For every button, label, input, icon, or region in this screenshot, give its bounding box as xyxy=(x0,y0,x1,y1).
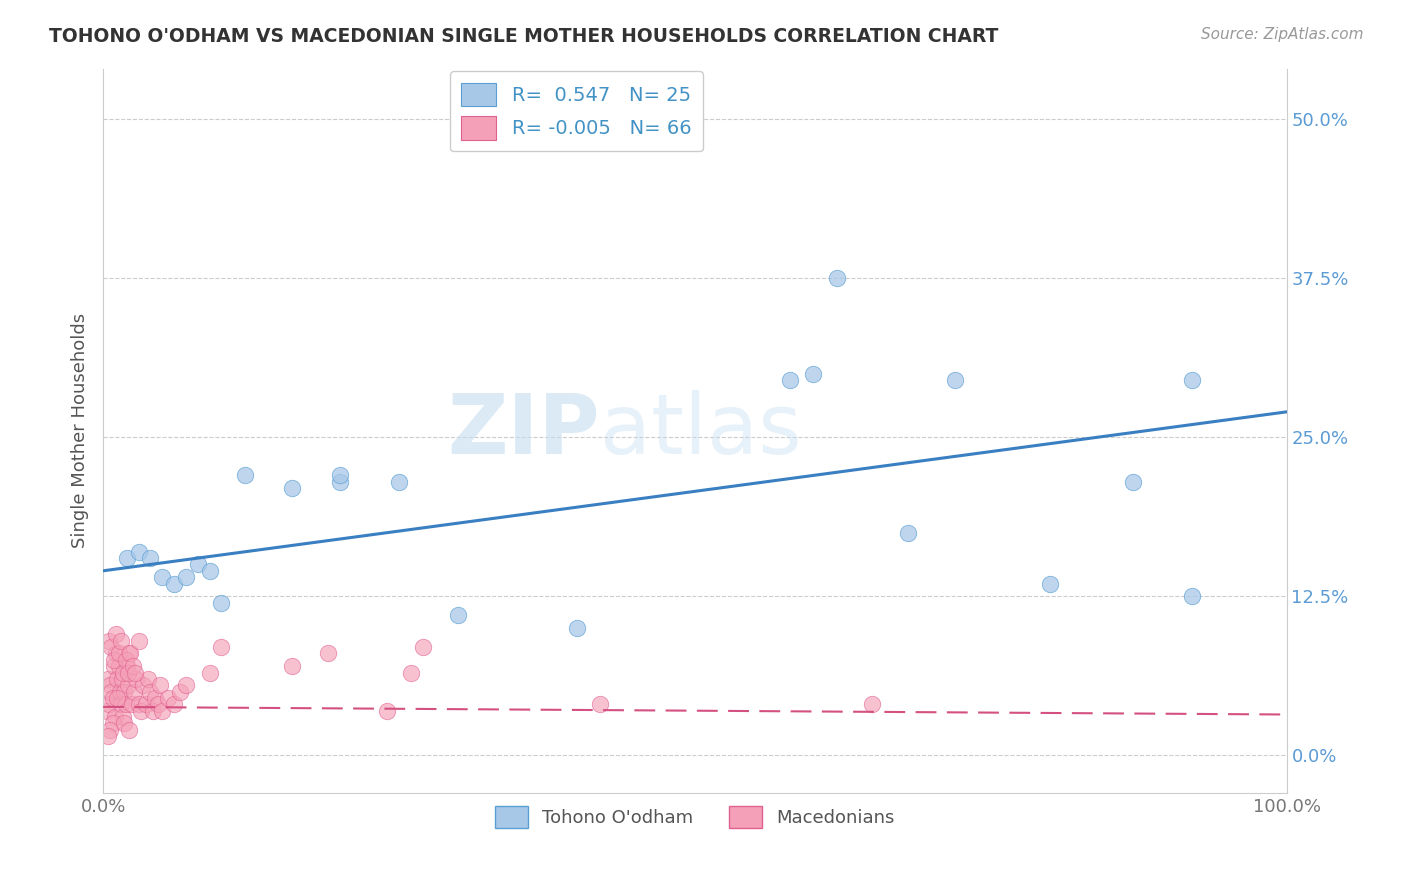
Point xyxy=(98,678,121,692)
Text: atlas: atlas xyxy=(600,391,801,472)
Point xyxy=(779,373,801,387)
Point xyxy=(125,672,148,686)
Point xyxy=(108,684,131,698)
Point xyxy=(97,729,120,743)
Point xyxy=(1181,589,1204,603)
Point xyxy=(98,723,121,737)
Point xyxy=(105,672,128,686)
Point xyxy=(211,640,233,654)
Point xyxy=(801,367,824,381)
Legend: Tohono O'odham, Macedonians: Tohono O'odham, Macedonians xyxy=(488,798,901,835)
Point xyxy=(163,698,186,712)
Point xyxy=(110,633,132,648)
Point xyxy=(96,704,118,718)
Point xyxy=(163,576,186,591)
Point xyxy=(121,698,143,712)
Point xyxy=(103,653,125,667)
Point xyxy=(388,475,411,489)
Point xyxy=(150,570,173,584)
Point xyxy=(187,558,209,572)
Point xyxy=(100,640,122,654)
Point xyxy=(107,659,129,673)
Point xyxy=(110,698,132,712)
Point xyxy=(150,704,173,718)
Point xyxy=(211,596,233,610)
Point xyxy=(589,698,612,712)
Point xyxy=(233,468,256,483)
Point xyxy=(157,690,180,705)
Point xyxy=(174,570,197,584)
Point xyxy=(329,475,352,489)
Point xyxy=(111,672,134,686)
Text: TOHONO O'ODHAM VS MACEDONIAN SINGLE MOTHER HOUSEHOLDS CORRELATION CHART: TOHONO O'ODHAM VS MACEDONIAN SINGLE MOTH… xyxy=(49,27,998,45)
Point xyxy=(107,647,129,661)
Point xyxy=(105,627,128,641)
Y-axis label: Single Mother Households: Single Mother Households xyxy=(72,313,89,549)
Point xyxy=(124,665,146,680)
Point xyxy=(128,633,150,648)
Point xyxy=(375,704,398,718)
Point xyxy=(101,716,124,731)
Point xyxy=(105,690,128,705)
Point xyxy=(117,665,139,680)
Point xyxy=(115,659,138,673)
Point xyxy=(447,608,470,623)
Point xyxy=(100,684,122,698)
Point xyxy=(112,710,135,724)
Point xyxy=(114,698,136,712)
Point xyxy=(1039,576,1062,591)
Point xyxy=(114,653,136,667)
Point xyxy=(136,672,159,686)
Point xyxy=(142,704,165,718)
Point xyxy=(97,672,120,686)
Point xyxy=(98,633,121,648)
Text: ZIP: ZIP xyxy=(447,391,600,472)
Point xyxy=(121,659,143,673)
Point xyxy=(1181,373,1204,387)
Point xyxy=(169,684,191,698)
Point xyxy=(122,684,145,698)
Point xyxy=(316,647,339,661)
Point xyxy=(399,665,422,680)
Point xyxy=(149,678,172,692)
Point xyxy=(139,684,162,698)
Point xyxy=(943,373,966,387)
Point xyxy=(118,647,141,661)
Point xyxy=(118,723,141,737)
Point xyxy=(281,659,304,673)
Point xyxy=(112,665,135,680)
Point xyxy=(143,690,166,705)
Point xyxy=(412,640,434,654)
Point xyxy=(120,647,142,661)
Point xyxy=(565,621,588,635)
Point xyxy=(825,271,848,285)
Point xyxy=(135,698,157,712)
Point xyxy=(198,665,221,680)
Point xyxy=(139,551,162,566)
Point xyxy=(128,545,150,559)
Point xyxy=(117,678,139,692)
Point xyxy=(105,647,128,661)
Point xyxy=(129,704,152,718)
Point xyxy=(114,716,136,731)
Point xyxy=(104,710,127,724)
Point xyxy=(114,684,136,698)
Point xyxy=(281,481,304,495)
Point xyxy=(115,551,138,566)
Point xyxy=(128,698,150,712)
Point xyxy=(103,659,125,673)
Point xyxy=(860,698,883,712)
Point xyxy=(198,564,221,578)
Point xyxy=(98,698,121,712)
Point xyxy=(174,678,197,692)
Point xyxy=(1122,475,1144,489)
Point xyxy=(101,690,124,705)
Point xyxy=(146,698,169,712)
Point xyxy=(132,678,155,692)
Text: Source: ZipAtlas.com: Source: ZipAtlas.com xyxy=(1201,27,1364,42)
Point xyxy=(897,525,920,540)
Point xyxy=(329,468,352,483)
